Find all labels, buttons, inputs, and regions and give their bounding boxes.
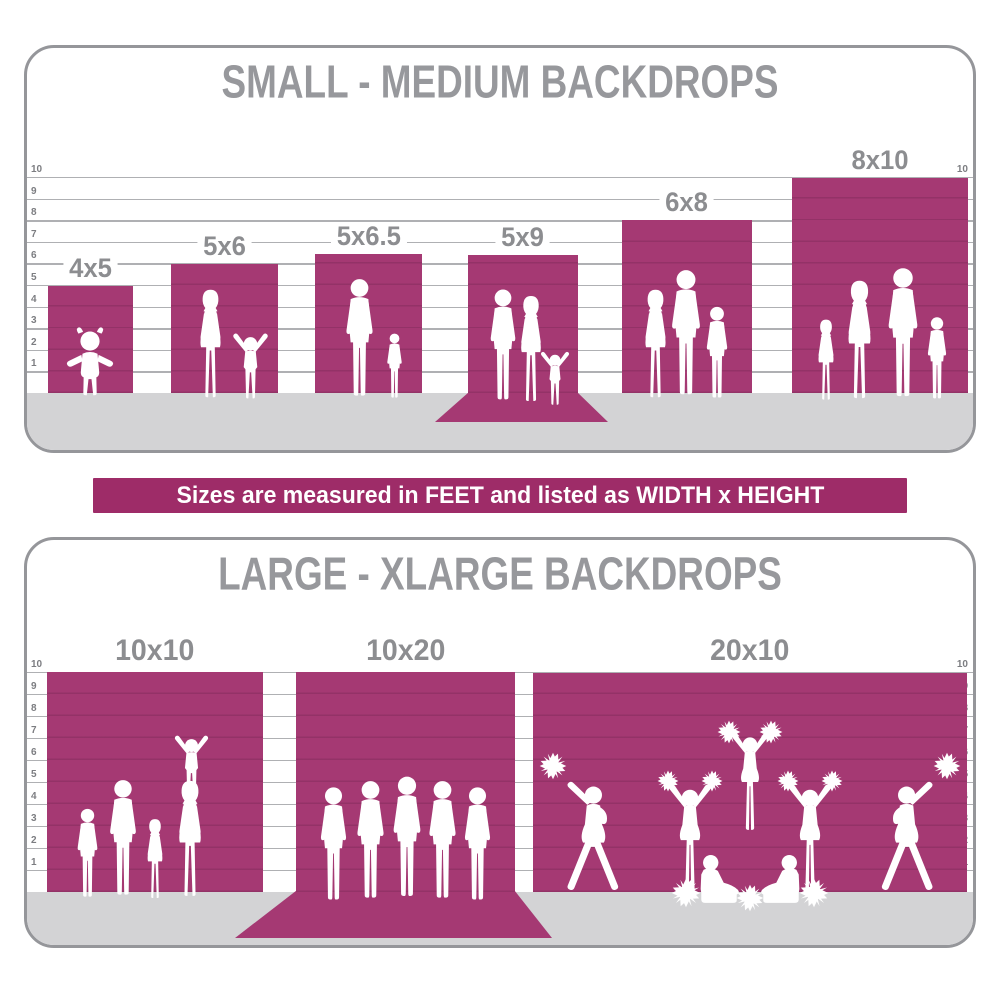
- backdrop-8x10: [792, 178, 968, 393]
- ruler-mark: 3: [31, 813, 37, 824]
- pom-pom-icon: [821, 770, 843, 792]
- backdrop-label-6x8: 6x8: [622, 188, 752, 216]
- man-silhouette-icon: [335, 278, 384, 400]
- pom-pom-icon: [671, 878, 701, 908]
- ruler-mark: 6: [31, 747, 37, 758]
- child-arms-up-silhouette-icon: [227, 330, 274, 400]
- ruler-mark: 10: [31, 659, 43, 670]
- ruler-mark: 10: [31, 164, 43, 175]
- backdrop-label-8x10: 8x10: [792, 146, 968, 174]
- ruler-mark: 9: [31, 681, 37, 692]
- ruler-mark: 10: [956, 659, 968, 670]
- child-on-shoulders-silhouette-icon: [169, 732, 214, 800]
- ruler-mark: 9: [31, 186, 37, 197]
- pom-pom-icon: [933, 752, 961, 780]
- ruler-line: [27, 220, 973, 222]
- backdrop-10x20: [296, 672, 515, 892]
- measurement-note-text: Sizes are measured in FEET and listed as…: [176, 481, 824, 509]
- pom-pom-icon: [759, 720, 783, 744]
- ruler-mark: 5: [31, 769, 37, 780]
- backdrop-6x8: [622, 220, 752, 393]
- child-arms-up-silhouette-icon: [536, 349, 574, 406]
- backdrop-label-10x10: 10x10: [47, 635, 263, 666]
- pom-pom-icon: [799, 878, 829, 908]
- backdrop-label-4x5: 4x5: [48, 254, 133, 282]
- ruler-mark: 7: [31, 229, 37, 240]
- backdrop-label-5x6: 5x6: [171, 232, 278, 260]
- backdrop-label-10x20: 10x20: [296, 635, 515, 666]
- cheerleader-lunge-silhouette-icon: [553, 778, 629, 900]
- boy-silhouette-icon: [381, 333, 408, 400]
- pom-pom-icon: [736, 884, 764, 912]
- ruler-mark: 4: [31, 294, 37, 305]
- ruler-mark: 7: [31, 725, 37, 736]
- backdrop-4x5: [48, 286, 133, 393]
- measurement-note-banner: Sizes are measured in FEET and listed as…: [93, 478, 907, 513]
- boy-silhouette-icon: [698, 306, 736, 401]
- backdrop-20x10: [533, 673, 967, 892]
- backdrop-10x10: [47, 672, 263, 892]
- pom-pom-icon: [539, 752, 567, 780]
- ruler-mark: 5: [31, 272, 37, 283]
- backdrop-label-20x10: 20x10: [533, 635, 967, 666]
- man-silhouette-icon: [454, 786, 501, 904]
- backdrop-label-5x6-5: 5x6.5: [315, 222, 422, 250]
- pom-pom-icon: [717, 720, 741, 744]
- ruler-line: [27, 198, 973, 200]
- small-medium-panel: SMALL - MEDIUM BACKDROPS 10 9 8 7 6 5 4 …: [24, 45, 976, 453]
- backdrop-label-5x9: 5x9: [468, 223, 578, 251]
- pom-pom-icon: [657, 770, 679, 792]
- ruler-mark: 10: [956, 164, 968, 175]
- cheerleader-lunge-silhouette-icon: [871, 778, 947, 900]
- woman-silhouette-icon: [189, 288, 232, 400]
- backdrop-5x6: [171, 264, 278, 393]
- large-xlarge-panel: LARGE - XLARGE BACKDROPS 10 9 8 7 6 5 4 …: [24, 537, 976, 948]
- ruler-mark: 3: [31, 315, 37, 326]
- panel-title-small-medium: SMALL - MEDIUM BACKDROPS: [221, 56, 779, 108]
- cheerleader-flyer-silhouette-icon: [726, 729, 774, 833]
- boy-silhouette-icon: [920, 316, 954, 402]
- ruler-mark: 8: [31, 703, 37, 714]
- ruler-mark: 6: [31, 250, 37, 261]
- panel-title-large-xlarge: LARGE - XLARGE BACKDROPS: [218, 548, 782, 600]
- ruler-mark: 8: [31, 207, 37, 218]
- pom-pom-icon: [701, 770, 723, 792]
- ruler-mark: 2: [31, 337, 37, 348]
- backdrop-10x20-floor-sweep: [235, 891, 552, 938]
- backdrop-5x6-5: [315, 254, 422, 393]
- ruler-mark: 1: [31, 857, 37, 868]
- ruler-mark: 1: [31, 358, 37, 369]
- pom-pom-icon: [777, 770, 799, 792]
- backdrop-5x9: [468, 255, 578, 393]
- ruler-mark: 4: [31, 791, 37, 802]
- backdrop-5x9-floor-sweep: [435, 393, 608, 422]
- ruler-line: [27, 176, 973, 179]
- toddler-silhouette-icon: [60, 326, 120, 400]
- ruler-mark: 2: [31, 835, 37, 846]
